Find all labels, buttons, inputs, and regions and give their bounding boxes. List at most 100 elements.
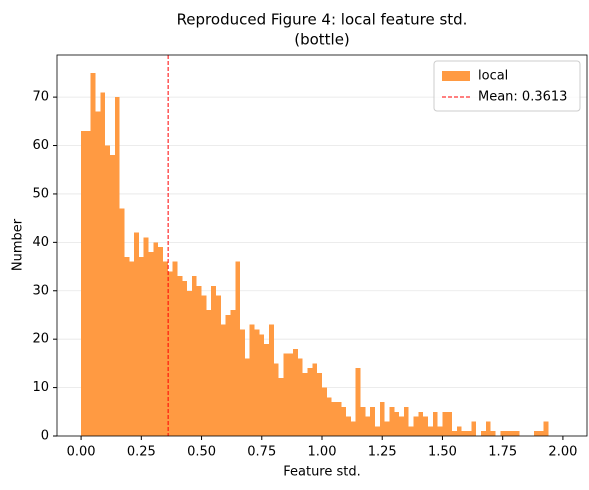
histogram-bar: [452, 431, 457, 436]
histogram-bar: [182, 281, 188, 436]
histogram-bar: [119, 208, 125, 436]
histogram-bar: [138, 256, 144, 436]
histogram-bar: [206, 310, 212, 436]
histogram-bar: [172, 261, 178, 436]
histogram-bar: [370, 406, 375, 436]
histogram-bar: [317, 373, 322, 436]
x-tick-label: 0.50: [187, 445, 216, 460]
histogram-bar: [461, 431, 467, 436]
x-tick-label: 1.00: [308, 445, 337, 460]
histogram-bar: [100, 92, 106, 436]
histogram-bar: [85, 131, 91, 436]
histogram-bar: [437, 426, 443, 436]
y-tick-label: 60: [32, 138, 49, 153]
histogram-bar: [534, 431, 539, 436]
histogram-bar: [105, 145, 110, 437]
histogram-bar: [177, 276, 183, 436]
histogram-bar: [341, 406, 347, 436]
histogram-bar: [143, 237, 149, 436]
histogram-bar: [288, 353, 294, 436]
histogram-bar: [375, 426, 380, 436]
y-tick-label: 50: [32, 186, 49, 201]
histogram-bar: [114, 97, 120, 437]
histogram-bar: [355, 368, 361, 436]
histogram-bar: [331, 402, 337, 436]
histogram-bar: [394, 411, 400, 436]
histogram-bar: [428, 426, 433, 436]
histogram-bar: [384, 421, 390, 436]
histogram-bar: [466, 431, 472, 436]
histogram-bar: [326, 397, 332, 436]
histogram-bar: [365, 416, 371, 436]
histogram-bar: [95, 111, 101, 437]
histogram-bar: [336, 402, 342, 436]
histogram-bar: [278, 377, 284, 436]
histogram-bar: [500, 431, 506, 436]
histogram-bar: [134, 232, 139, 436]
y-tick-label: 0: [41, 429, 49, 444]
histogram-bar: [509, 431, 515, 436]
histogram-bar: [273, 363, 279, 436]
histogram-bar: [211, 285, 216, 436]
x-tick-label: 1.25: [368, 445, 397, 460]
legend-box: [433, 60, 581, 112]
legend-label: local: [478, 69, 508, 84]
y-tick-label: 40: [32, 235, 49, 250]
y-tick-label: 30: [32, 283, 49, 298]
x-tick-label: 2.00: [548, 445, 577, 460]
histogram-bar: [403, 406, 409, 436]
histogram-bar: [471, 421, 477, 436]
y-tick-label: 70: [32, 90, 49, 105]
histogram-bar: [269, 324, 274, 436]
histogram-bar: [163, 261, 168, 436]
histogram-bar: [490, 431, 496, 436]
histogram-bar: [283, 353, 289, 436]
histogram-bar: [264, 344, 269, 436]
x-tick-label: 1.75: [488, 445, 517, 460]
histogram-bar: [322, 387, 327, 436]
histogram-bar: [418, 411, 424, 436]
histogram-bar: [485, 421, 491, 436]
histogram-bar: [350, 421, 356, 436]
histogram-bar: [240, 329, 245, 436]
histogram-bar: [259, 334, 265, 436]
histogram-bar: [423, 416, 428, 436]
histogram-bar: [302, 373, 308, 436]
histogram-bar: [442, 411, 448, 436]
histogram-bar: [307, 368, 313, 436]
histogram-bar: [346, 416, 351, 436]
x-tick-label: 0.25: [127, 445, 156, 460]
legend-label: Mean: 0.3613: [478, 90, 567, 105]
histogram-bar: [312, 363, 318, 436]
histogram-bar: [201, 295, 207, 436]
histogram-bar: [293, 348, 298, 436]
histogram-bar: [399, 416, 404, 436]
x-tick-label: 0.75: [247, 445, 276, 460]
histogram-bar: [110, 155, 115, 436]
histogram-bar: [153, 242, 159, 436]
histogram-bar: [297, 358, 303, 436]
histogram-bar: [244, 358, 250, 436]
histogram-bar: [235, 261, 241, 436]
histogram-bar: [408, 426, 414, 436]
histogram-bar: [249, 324, 255, 436]
histogram-bar: [505, 431, 510, 436]
histogram-bar: [543, 421, 549, 436]
histogram-bar: [216, 295, 221, 436]
histogram-bar: [90, 72, 96, 436]
histogram-bar: [389, 406, 395, 436]
x-axis-label: Feature std.: [283, 465, 361, 480]
histogram-bar: [538, 431, 544, 436]
x-tick-label: 0.00: [67, 445, 96, 460]
histogram-bar: [379, 402, 385, 436]
histogram-bar: [254, 329, 260, 436]
histogram-bar: [191, 276, 197, 436]
histogram-bar: [481, 431, 486, 436]
histogram-bar: [124, 256, 130, 436]
y-axis-label: Number: [11, 218, 26, 271]
chart-title: Reproduced Figure 4: local feature std.: [177, 11, 468, 29]
histogram-bar: [432, 411, 438, 436]
histogram-bar: [220, 324, 226, 436]
histogram-bar: [148, 252, 154, 436]
histogram-bar: [230, 310, 236, 436]
